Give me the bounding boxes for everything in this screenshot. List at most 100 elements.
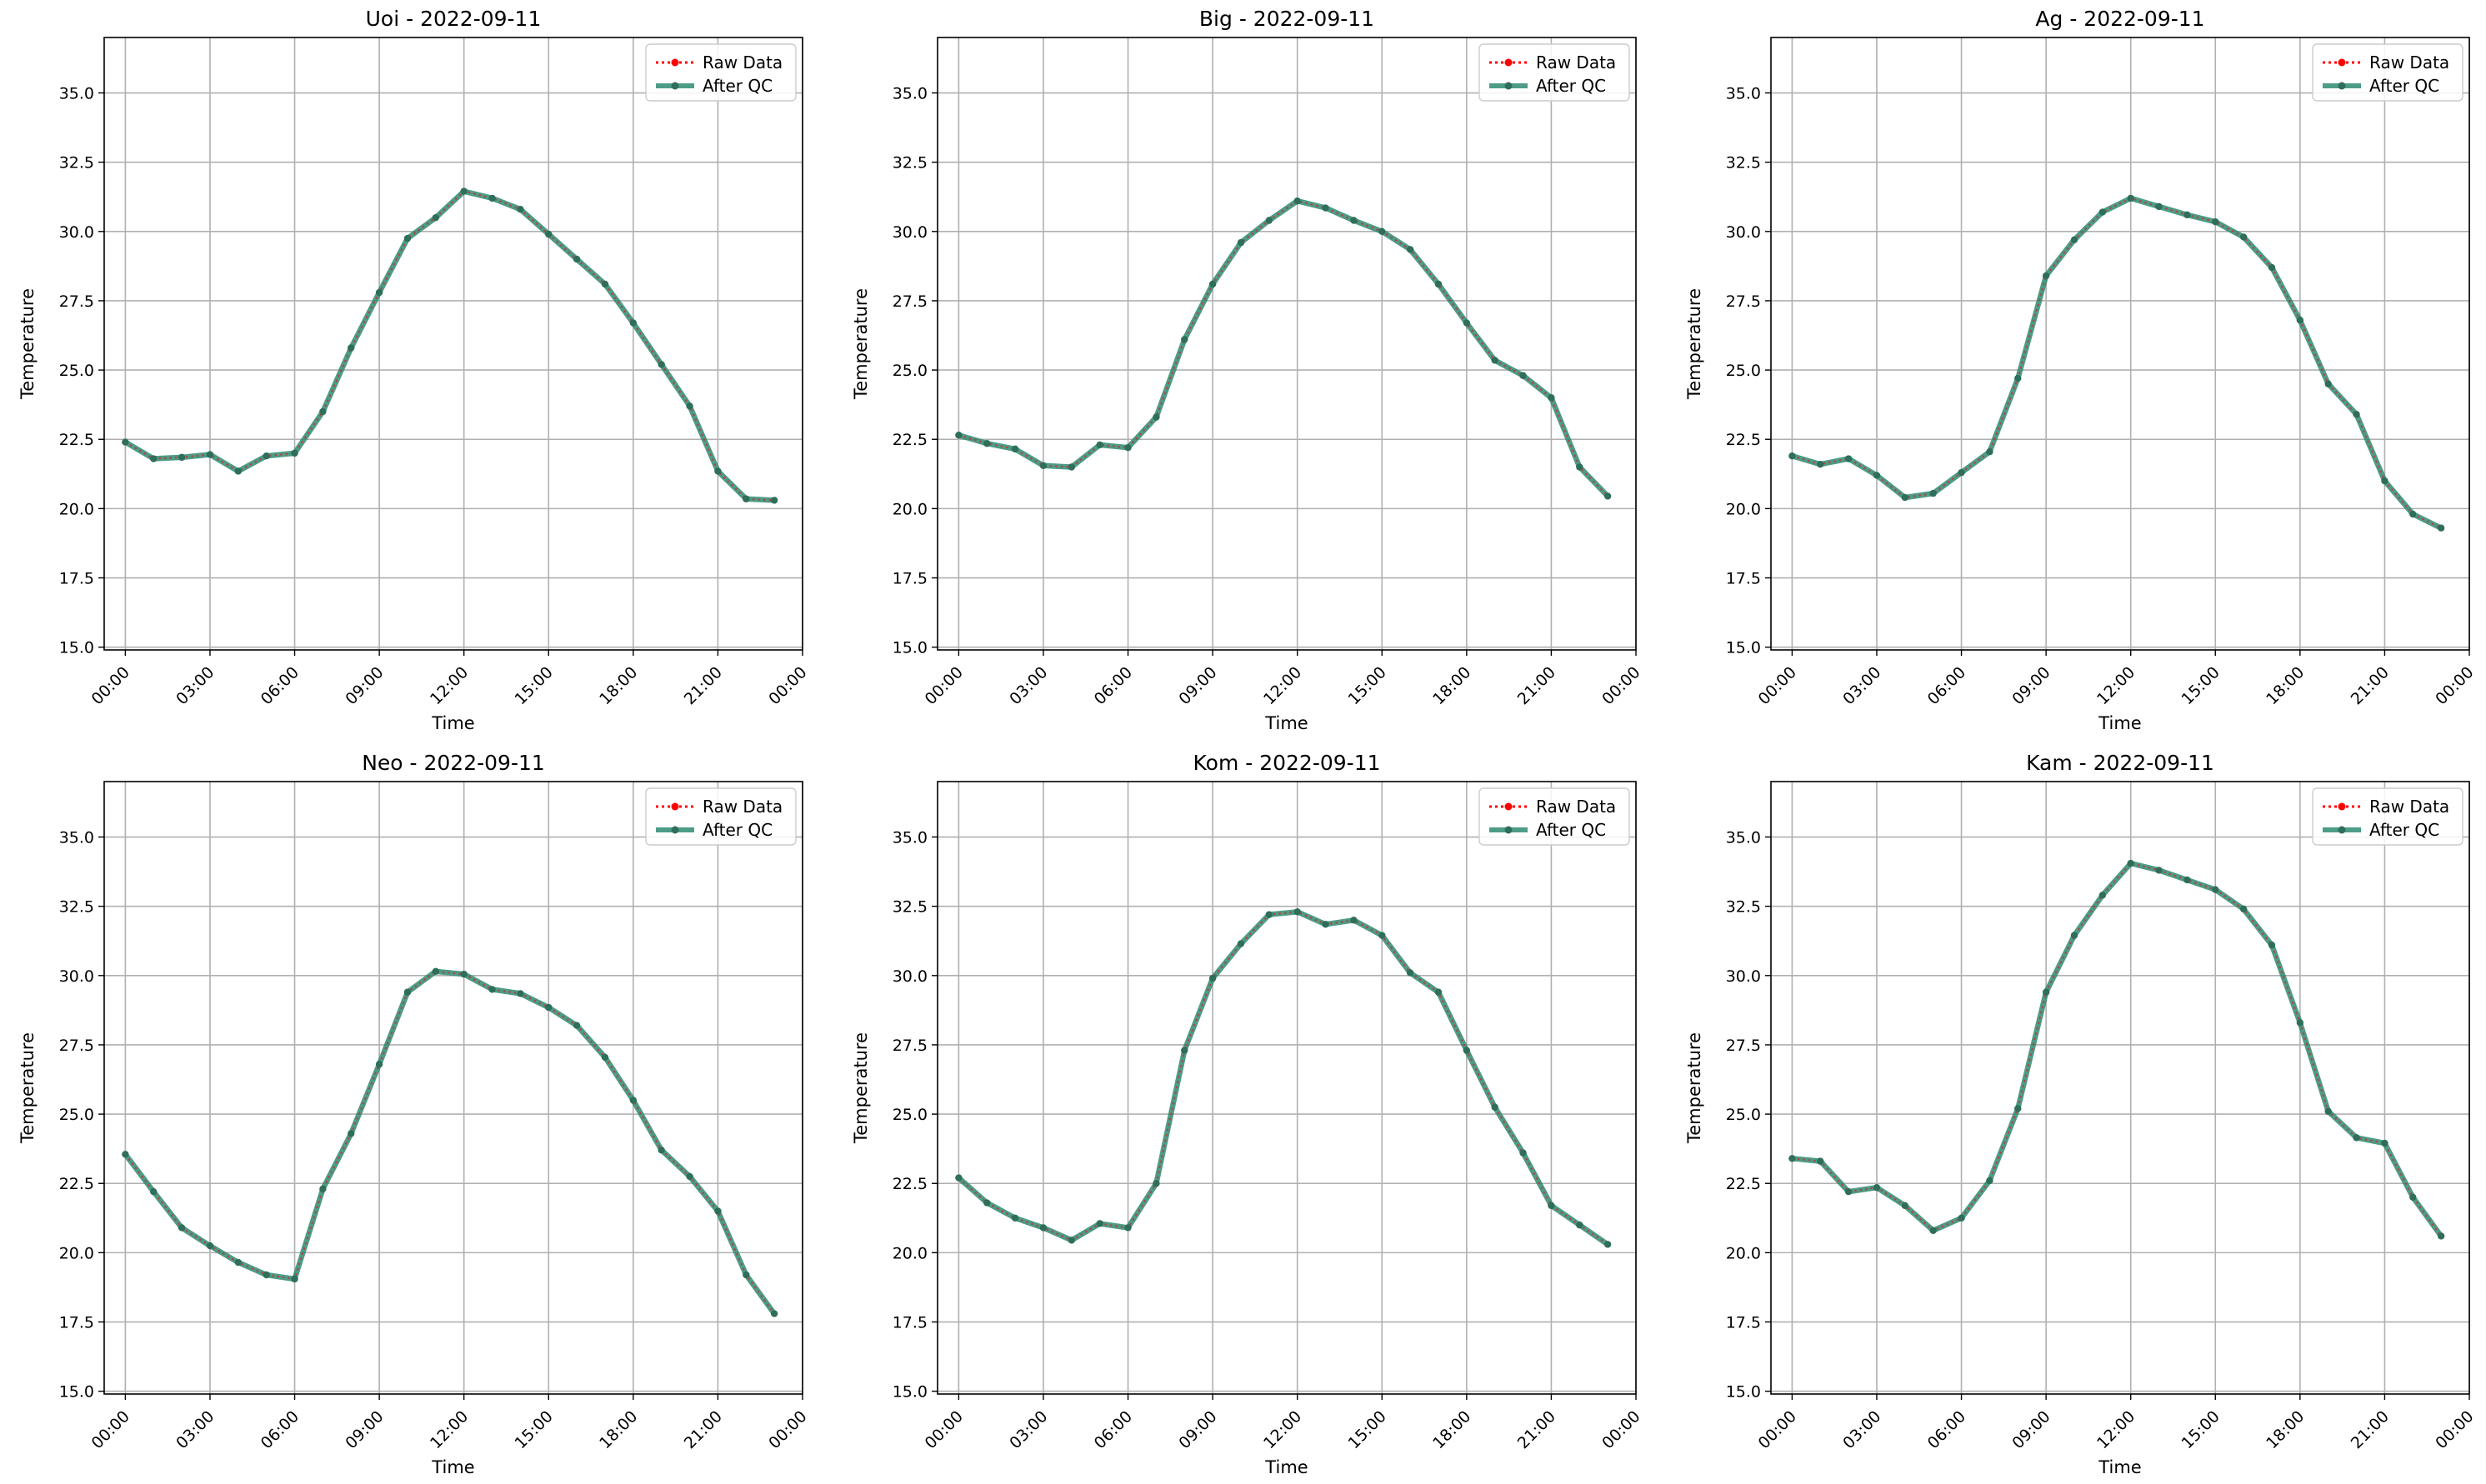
data-point-after-qc — [1519, 1149, 1527, 1157]
legend-marker-raw-data — [2338, 802, 2346, 811]
y-tick-label: 27.5 — [59, 292, 94, 311]
x-tick-label: 09:00 — [2008, 1407, 2053, 1452]
data-point-after-qc — [545, 1003, 553, 1012]
data-point-after-qc — [1039, 1224, 1048, 1232]
data-point-after-qc — [1350, 917, 1358, 924]
data-point-after-qc — [955, 1174, 963, 1182]
data-point-after-qc — [1929, 489, 1937, 497]
data-point-after-qc — [1068, 463, 1076, 471]
x-axis-label: Time — [2098, 1457, 2141, 1477]
data-point-after-qc — [1096, 441, 1103, 449]
data-point-after-qc — [1463, 319, 1471, 327]
data-point-after-qc — [2212, 217, 2219, 226]
y-tick-label: 20.0 — [1726, 500, 1761, 518]
x-tick-label: 06:00 — [1091, 1407, 1136, 1452]
subplot-1: 15.0 17.5 20.0 22.5 25.0 27.5 30.0 32.5 35.0 00:0… — [18, 7, 811, 733]
axes-frame — [103, 781, 803, 1395]
x-tick-label: 18:00 — [596, 1407, 641, 1452]
x-tick-label: 12:00 — [1260, 1407, 1305, 1452]
x-tick-label: 15:00 — [1345, 663, 1390, 708]
x-tick-label: 03:00 — [1839, 663, 1884, 708]
x-tick-label: 00:00 — [1755, 663, 1800, 708]
y-tick-label: 30.0 — [1726, 223, 1761, 242]
y-tick-label: 30.0 — [893, 967, 928, 986]
data-point-after-qc — [1124, 444, 1132, 452]
data-point-after-qc — [983, 1199, 991, 1207]
y-tick-label: 30.0 — [59, 967, 94, 986]
data-point-after-qc — [122, 438, 129, 446]
data-point-after-qc — [1265, 217, 1273, 224]
y-tick-label: 25.0 — [893, 1106, 928, 1124]
data-point-after-qc — [2268, 942, 2276, 949]
legend-label-raw-data: Raw Data — [1536, 52, 1616, 72]
y-tick-label: 27.5 — [1726, 292, 1761, 311]
chart-title: Kom - 2022-09-11 — [1193, 751, 1381, 775]
y-tick-label: 15.0 — [893, 1383, 928, 1402]
data-point-after-qc — [1237, 940, 1245, 947]
data-point-after-qc — [2155, 202, 2163, 211]
data-point-after-qc — [658, 361, 665, 368]
x-tick-label: 18:00 — [1429, 663, 1474, 708]
data-point-after-qc — [601, 280, 609, 288]
data-point-after-qc — [2014, 1105, 2022, 1112]
x-tick-label: 15:00 — [512, 1407, 557, 1452]
y-tick-label: 25.0 — [1726, 362, 1761, 380]
y-tick-label: 22.5 — [893, 431, 928, 449]
axes-frame — [1770, 37, 2470, 651]
y-tick-label: 30.0 — [1726, 967, 1761, 986]
data-point-after-qc — [1406, 246, 1414, 253]
y-tick-label: 27.5 — [893, 1037, 928, 1055]
chart-title: Big - 2022-09-11 — [1199, 7, 1374, 31]
x-tick-label: 09:00 — [1175, 1407, 1220, 1452]
data-point-after-qc — [2042, 272, 2050, 280]
x-tick-label: 18:00 — [2263, 1407, 2308, 1452]
y-tick-label: 32.5 — [59, 154, 94, 172]
legend-label-raw-data: Raw Data — [703, 797, 783, 817]
axes-frame — [103, 37, 803, 651]
x-tick-label: 18:00 — [1429, 1407, 1474, 1452]
data-point-after-qc — [517, 990, 524, 997]
data-point-after-qc — [460, 970, 468, 978]
data-point-after-qc — [1548, 394, 1555, 402]
x-tick-label: 00:00 — [2432, 1407, 2477, 1452]
subplot-4: 15.0 17.5 20.0 22.5 25.0 27.5 30.0 32.5 35.0 00:0… — [18, 751, 811, 1477]
axes-frame — [937, 781, 1637, 1395]
data-point-after-qc — [150, 455, 158, 462]
data-point-after-qc — [1237, 238, 1245, 247]
data-point-after-qc — [1434, 988, 1443, 996]
data-point-after-qc — [178, 1224, 186, 1232]
x-tick-label: 09:00 — [342, 663, 387, 708]
x-tick-label: 09:00 — [342, 1407, 387, 1452]
data-point-after-qc — [743, 495, 750, 502]
y-tick-label: 32.5 — [893, 154, 928, 172]
data-point-after-qc — [403, 234, 412, 242]
y-tick-label: 22.5 — [1726, 431, 1761, 449]
y-tick-label: 20.0 — [893, 500, 928, 518]
data-point-after-qc — [1603, 492, 1612, 500]
y-tick-label: 25.0 — [59, 362, 94, 380]
data-point-after-qc — [1124, 1224, 1132, 1232]
x-tick-label: 00:00 — [922, 1407, 967, 1452]
data-point-after-qc — [348, 344, 355, 352]
legend-marker-after-qc — [2338, 82, 2346, 90]
y-tick-label: 17.5 — [59, 1314, 94, 1332]
plot-area — [938, 37, 1636, 650]
y-tick-label: 15.0 — [59, 639, 94, 657]
data-point-after-qc — [2437, 524, 2445, 532]
data-point-after-qc — [1322, 204, 1329, 212]
legend-label-after-qc: After QC — [1536, 820, 1606, 840]
series-line-raw-data — [958, 200, 1608, 497]
data-point-after-qc — [122, 1151, 129, 1158]
data-point-after-qc — [1350, 217, 1358, 224]
x-tick-label: 00:00 — [922, 663, 967, 708]
y-tick-label: 20.0 — [59, 1244, 94, 1262]
data-point-after-qc — [1293, 197, 1301, 205]
data-point-after-qc — [319, 1185, 327, 1193]
series-line-raw-data — [958, 911, 1608, 1246]
x-tick-label: 06:00 — [258, 663, 303, 708]
data-point-after-qc — [1844, 1188, 1853, 1196]
data-point-after-qc — [2042, 988, 2050, 996]
data-point-after-qc — [2127, 194, 2134, 202]
data-point-after-qc — [319, 407, 327, 416]
y-tick-label: 15.0 — [893, 639, 928, 657]
